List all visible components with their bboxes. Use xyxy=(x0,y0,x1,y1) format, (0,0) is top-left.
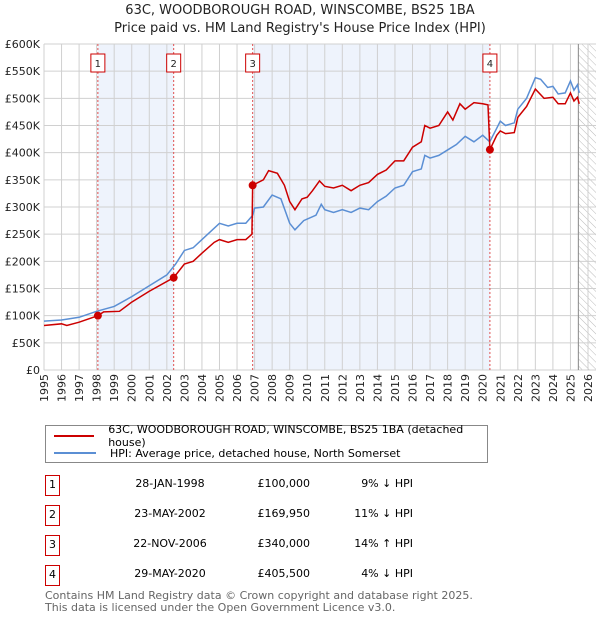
x-tick-label: 2026 xyxy=(582,374,595,402)
y-tick-label: £600K xyxy=(5,38,41,51)
sale-point xyxy=(169,273,178,282)
transaction-hpi: 9% ↓ HPI xyxy=(361,477,413,490)
y-tick-label: £0 xyxy=(26,364,40,377)
footer-licence: This data is licensed under the Open Gov… xyxy=(45,601,396,614)
x-tick-label: 2014 xyxy=(371,374,384,402)
y-tick-label: £250K xyxy=(5,228,41,241)
transaction-marker: 1 xyxy=(45,475,60,496)
transaction-hpi: 4% ↓ HPI xyxy=(361,567,413,580)
y-tick-label: £450K xyxy=(5,120,41,133)
x-tick-label: 2019 xyxy=(459,374,472,402)
legend-swatch-property xyxy=(54,435,95,437)
sale-marker-label: 1 xyxy=(95,59,101,70)
chart-subtitle: Price paid vs. HM Land Registry's House … xyxy=(114,21,486,36)
x-tick-label: 2003 xyxy=(178,374,191,402)
legend-item-property: 63C, WOODBOROUGH ROAD, WINSCOMBE, BS25 1… xyxy=(54,423,487,449)
x-tick-label: 2009 xyxy=(284,374,297,402)
sale-marker-label: 3 xyxy=(249,59,255,70)
x-tick-label: 1995 xyxy=(38,374,51,402)
legend-item-hpi: HPI: Average price, detached house, Nort… xyxy=(54,445,400,461)
transaction-date: 28-JAN-1998 xyxy=(135,477,205,490)
sale-marker-box xyxy=(245,53,261,73)
sale-marker-box xyxy=(482,53,498,73)
x-tick-label: 2004 xyxy=(196,374,209,402)
transaction-marker: 2 xyxy=(45,505,60,526)
legend-label-property: 63C, WOODBOROUGH ROAD, WINSCOMBE, BS25 1… xyxy=(108,423,464,449)
price-chart: 1995 1996 1997 1998 1999 2000 2001 2002 2003 2004… xyxy=(5,38,596,402)
legend-label-hpi: HPI: Average price, detached house, Nort… xyxy=(110,446,401,460)
transaction-date: 22-NOV-2006 xyxy=(133,537,207,550)
transaction-row: 2 23-MAY-2002 £169,950 11% ↓ HPI xyxy=(45,505,413,526)
x-tick-label: 2002 xyxy=(161,374,174,402)
sale-marker-label: 2 xyxy=(170,59,176,70)
x-tick-label: 2018 xyxy=(442,374,455,402)
x-tick-label: 2013 xyxy=(354,374,367,402)
transaction-hpi: 14% ↑ HPI xyxy=(354,537,413,550)
y-tick-label: £350K xyxy=(5,174,41,187)
sale-point xyxy=(248,181,257,190)
x-tick-label: 1998 xyxy=(91,374,104,402)
footer-copyright: Contains HM Land Registry data © Crown c… xyxy=(45,589,473,602)
sale-point xyxy=(93,311,102,320)
transaction-marker: 3 xyxy=(45,535,60,556)
x-tick-label: 1997 xyxy=(73,374,86,402)
x-tick-label: 2010 xyxy=(301,374,314,402)
transaction-hpi: 11% ↓ HPI xyxy=(354,507,413,520)
hpi-line xyxy=(43,76,580,322)
transaction-price: £169,950 xyxy=(257,507,311,520)
y-tick-label: £500K xyxy=(5,92,41,105)
x-tick-label: 2006 xyxy=(231,374,244,402)
x-tick-label: 2023 xyxy=(529,374,542,402)
transaction-row: 3 22-NOV-2006 £340,000 14% ↑ HPI xyxy=(45,535,413,556)
x-tick-label: 2005 xyxy=(213,374,226,402)
transaction-date: 29-MAY-2020 xyxy=(134,567,206,580)
transaction-marker: 4 xyxy=(45,565,60,586)
y-tick-label: £200K xyxy=(5,255,41,268)
transaction-row: 1 28-JAN-1998 £100,000 9% ↓ HPI xyxy=(45,475,413,496)
x-tick-label: 2000 xyxy=(126,374,139,402)
x-tick-label: 2015 xyxy=(389,374,402,402)
legend: 63C, WOODBOROUGH ROAD, WINSCOMBE, BS25 1… xyxy=(45,423,488,463)
x-tick-label: 2001 xyxy=(143,374,156,402)
x-tick-label: 1996 xyxy=(56,374,69,402)
x-tick-label: 2022 xyxy=(512,374,525,402)
x-tick-label: 2025 xyxy=(564,374,577,402)
y-tick-label: £150K xyxy=(5,283,41,296)
x-tick-label: 2012 xyxy=(336,374,349,402)
y-tick-label: £550K xyxy=(5,65,41,78)
property-price-line xyxy=(43,87,580,327)
y-tick-label: £300K xyxy=(5,201,41,214)
sale-marker-box xyxy=(166,53,182,73)
y-tick-label: £100K xyxy=(5,310,41,323)
y-tick-label: £50K xyxy=(12,337,41,350)
legend-swatch-hpi xyxy=(54,452,96,454)
x-tick-label: 2024 xyxy=(547,374,560,402)
chart-title: 63C, WOODBOROUGH ROAD, WINSCOMBE, BS25 1… xyxy=(125,3,475,18)
sale-point xyxy=(485,145,494,154)
x-tick-label: 2021 xyxy=(494,374,507,402)
transaction-price: £405,500 xyxy=(257,567,311,580)
transaction-price: £340,000 xyxy=(257,537,311,550)
sale-marker-box xyxy=(90,53,106,73)
transaction-date: 23-MAY-2002 xyxy=(134,507,206,520)
y-tick-label: £400K xyxy=(5,147,41,160)
x-tick-label: 2007 xyxy=(249,374,262,402)
x-tick-label: 2017 xyxy=(424,374,437,402)
x-tick-label: 2008 xyxy=(266,374,279,402)
x-tick-label: 2011 xyxy=(319,374,332,402)
x-tick-label: 1999 xyxy=(108,374,121,402)
x-tick-label: 2020 xyxy=(477,374,490,402)
x-tick-label: 2016 xyxy=(407,374,420,402)
sale-marker-label: 4 xyxy=(487,59,493,70)
transaction-row: 4 29-MAY-2020 £405,500 4% ↓ HPI xyxy=(45,565,413,586)
transaction-price: £100,000 xyxy=(257,477,311,490)
